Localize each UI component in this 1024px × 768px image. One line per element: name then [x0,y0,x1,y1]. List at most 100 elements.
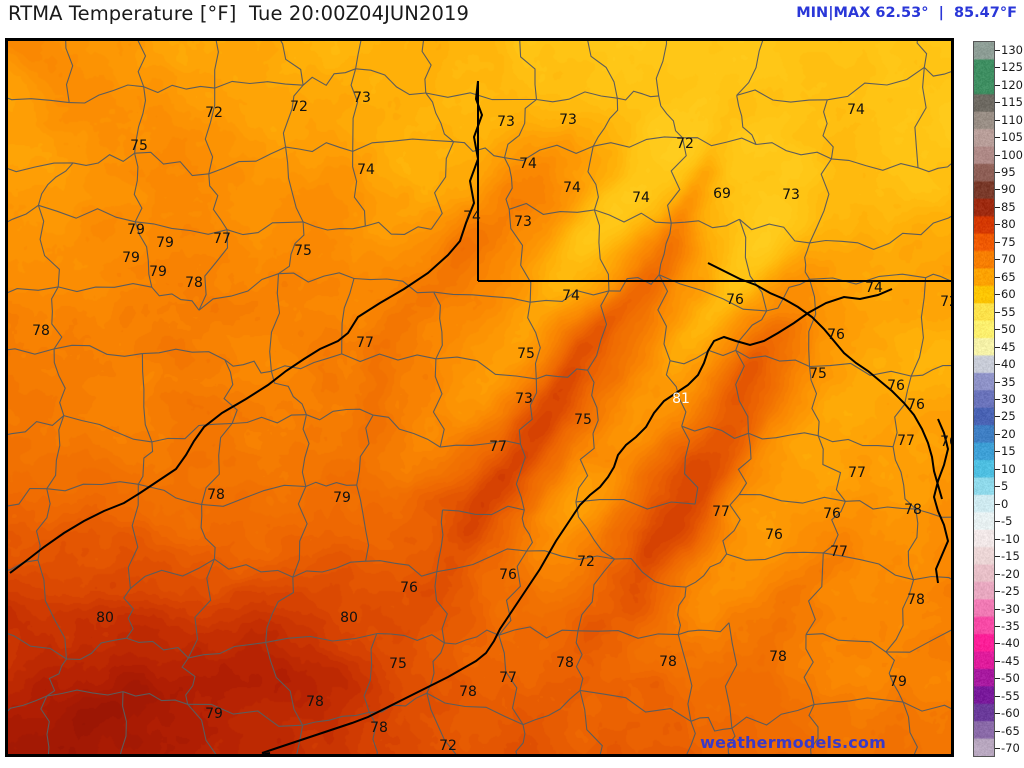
county-line [306,482,357,486]
county-line [199,274,279,311]
county-line [266,634,377,643]
colorbar-tick [995,504,1000,505]
county-line [915,67,926,167]
county-line [8,416,64,437]
county-line [505,158,513,210]
county-line [522,510,532,551]
county-line [737,90,828,102]
county-line [293,487,307,578]
county-line [732,705,814,729]
county-line [727,552,824,560]
county-line [434,292,531,302]
county-line [737,95,756,144]
county-line [658,275,670,361]
colorbar-tick [995,224,1000,225]
county-line [576,631,583,691]
colorbar-tick-label: 5 [1001,479,1008,493]
colorbar-tick [995,696,1000,697]
county-line [890,210,951,243]
county-line [266,642,303,725]
colorbar-tick-label: 35 [1001,375,1016,389]
state-boundary-lines [10,81,951,754]
county-line [188,704,230,754]
county-line [440,441,520,448]
county-line [215,41,223,88]
county-line [682,426,698,504]
county-line [818,436,893,447]
colorbar-tick [995,85,1000,86]
county-line [903,702,917,754]
county-line [578,631,678,639]
header-bar: RTMA Temperature [°F] Tue 20:00Z04JUN201… [0,0,1024,34]
county-line [593,98,617,146]
colorbar-tick-label: -40 [1001,636,1020,650]
colorbar-tick [995,416,1000,417]
county-line [188,559,214,658]
county-line [678,635,692,722]
county-line [924,67,951,77]
colorbar-tick-label: 95 [1001,165,1016,179]
county-line [69,85,144,103]
county-line [584,41,618,98]
map-frame[interactable]: 72 72 73 73 73 74 75 72 74 74 74 74 69 73 79 79 77 74 73 79… [5,38,954,757]
watermark: weathermodels.com [700,733,886,752]
county-line [201,505,215,560]
county-line [199,230,228,311]
county-line [427,693,523,725]
county-line [135,152,209,175]
county-line [499,551,527,635]
colorbar-tick [995,556,1000,557]
state-line-wv-va [262,289,892,753]
colorbar-tick [995,434,1000,435]
colorbar-tick-label: 110 [1001,113,1023,127]
county-line [54,345,142,356]
county-line [908,509,918,580]
county-line [576,500,695,510]
county-line [353,151,366,226]
county-line [47,659,67,696]
county-line [123,692,188,705]
county-line [659,223,671,275]
county-line [443,506,525,514]
county-line [814,698,903,705]
county-line [209,174,227,230]
county-line [893,376,911,447]
county-line [810,367,820,436]
colorbar-tick-layer: 130 125 120 115 110 105 100 95 90 85 80 75 70 65 60 55 5… [995,38,1024,760]
county-line [519,379,536,444]
county-line [588,291,609,370]
county-line [130,559,214,588]
county-line [809,279,816,366]
county-line [756,143,831,159]
county-line [351,69,358,152]
colorbar-tick [995,539,1000,540]
county-line [683,138,757,146]
colorbar-tick-label: -70 [1001,741,1020,755]
county-line [509,209,531,302]
county-line [886,652,903,702]
county-line [691,718,732,732]
colorbar-tick [995,242,1000,243]
county-line [528,302,541,379]
county-line [670,350,736,363]
county-line [303,222,365,230]
county-line [138,442,152,484]
county-line [916,509,951,517]
county-line [454,142,505,158]
county-line [209,147,286,174]
colorbar-tick [995,102,1000,103]
county-line [682,426,749,438]
colorbar-tick-label: 20 [1001,427,1016,441]
county-line [118,692,127,754]
county-line [678,623,729,635]
county-boundary-lines [8,41,951,754]
county-line [142,349,224,360]
colorbar-tick [995,469,1000,470]
county-line [435,572,447,643]
colorbar-tick-label: 80 [1001,217,1016,231]
county-line [911,356,951,376]
colorbar-tick-label: 120 [1001,78,1023,92]
county-line [293,561,366,577]
colorbar-tick [995,364,1000,365]
county-line [903,702,951,726]
